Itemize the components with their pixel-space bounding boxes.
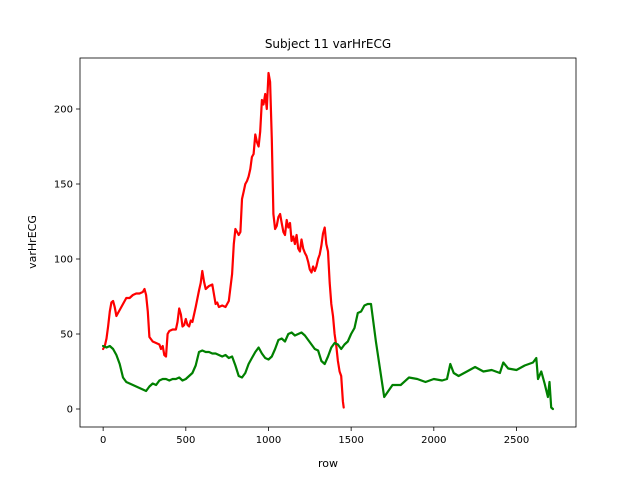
x-tick-label: 500 xyxy=(176,435,195,446)
x-tick-label: 0 xyxy=(100,435,106,446)
y-axis: 0 50 100 150 200 xyxy=(54,105,80,416)
chart-title: Subject 11 varHrECG xyxy=(265,37,391,51)
y-axis-label: varHrECG xyxy=(26,215,39,269)
x-tick-label: 2500 xyxy=(504,435,529,446)
y-tick-label: 200 xyxy=(54,105,73,116)
x-tick-label: 1500 xyxy=(338,435,363,446)
series-line-1 xyxy=(102,71,345,409)
x-axis: 0 500 1000 1500 2000 2500 xyxy=(100,427,529,446)
y-tick-label: 0 xyxy=(67,405,73,416)
x-tick-label: 2000 xyxy=(421,435,446,446)
y-tick-label: 50 xyxy=(60,330,73,341)
y-tick-label: 150 xyxy=(54,180,73,191)
plot-area xyxy=(102,71,554,411)
y-tick-label: 100 xyxy=(54,255,73,266)
axes-frame xyxy=(79,57,577,428)
x-axis-label: row xyxy=(318,457,338,470)
x-tick-label: 1000 xyxy=(256,435,281,446)
series-line-2 xyxy=(102,302,554,411)
